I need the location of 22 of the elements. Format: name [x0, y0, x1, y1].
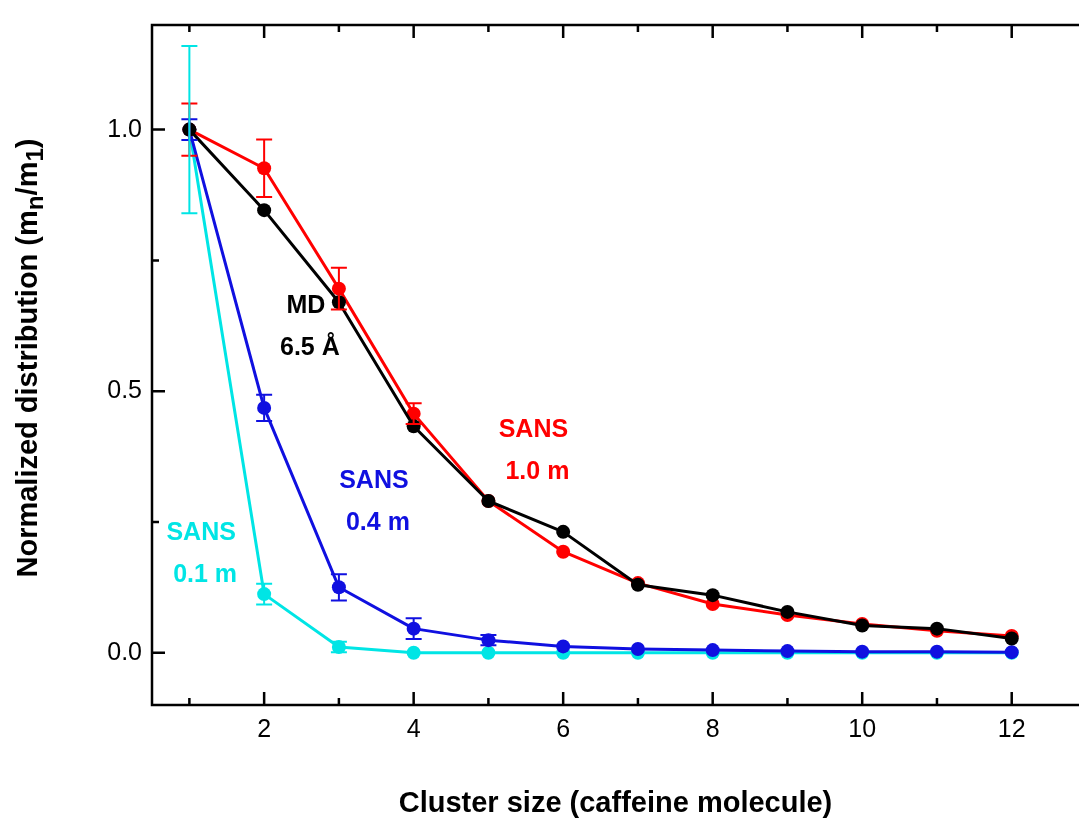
point — [556, 524, 571, 539]
x-tick-label: 2 — [257, 713, 272, 742]
x-tick-label: 10 — [848, 713, 877, 742]
x-tick-label: 6 — [556, 713, 571, 742]
point — [406, 645, 421, 660]
series-label: SANS 0.1 m — [166, 517, 238, 587]
series-label: MD 6.5 Å — [280, 290, 340, 361]
point — [481, 645, 496, 660]
y-tick-label: 0.5 — [107, 375, 142, 404]
point — [780, 604, 795, 619]
x-axis-title: Cluster size (caffeine molecule) — [398, 785, 833, 818]
x-tick-label: 4 — [406, 713, 421, 742]
y-tick-label: 0.0 — [107, 636, 142, 665]
series-label: SANS 0.4 m — [339, 465, 410, 536]
point — [257, 203, 272, 218]
x-tick-label: 12 — [997, 713, 1026, 742]
series-label: SANS 1.0 m — [498, 413, 570, 484]
point — [556, 639, 571, 654]
point — [705, 588, 720, 603]
x-tick-label: 8 — [705, 713, 720, 742]
point — [556, 544, 571, 559]
y-tick-label: 1.0 — [107, 113, 142, 142]
